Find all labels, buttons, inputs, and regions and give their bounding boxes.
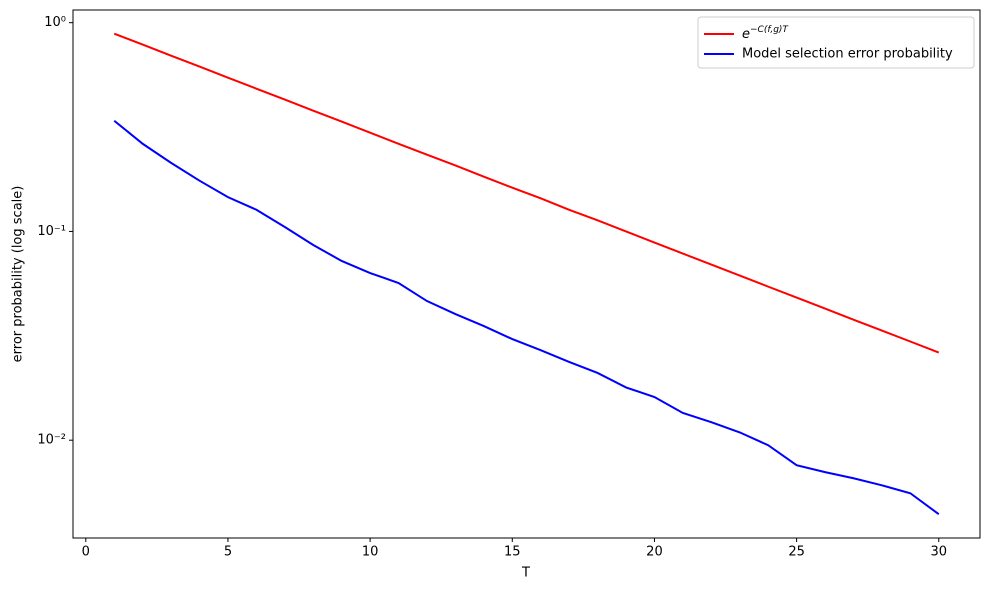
plot-frame [72,9,981,539]
x-tick-label: 25 [788,545,805,560]
y-axis-label: error probability (log scale) [11,186,26,363]
x-tick-label: 5 [224,545,232,560]
x-tick-label: 15 [504,545,521,560]
x-tick-label: 10 [362,545,379,560]
series-line [113,32,940,354]
x-tick-label: 20 [646,545,663,560]
series-line [113,119,940,516]
y-tick-label: 10⁻² [37,433,66,448]
x-tick-label: 30 [930,545,947,560]
legend-label: Model selection error probability [742,47,953,62]
y-tick-label: 10⁰ [44,15,66,30]
legend-label: e−C(f,g)T [742,25,789,42]
y-tick-label: 10⁻¹ [37,224,66,239]
x-tick-label: 0 [82,545,90,560]
x-axis-label: T [521,566,530,581]
legend-box [697,16,975,69]
